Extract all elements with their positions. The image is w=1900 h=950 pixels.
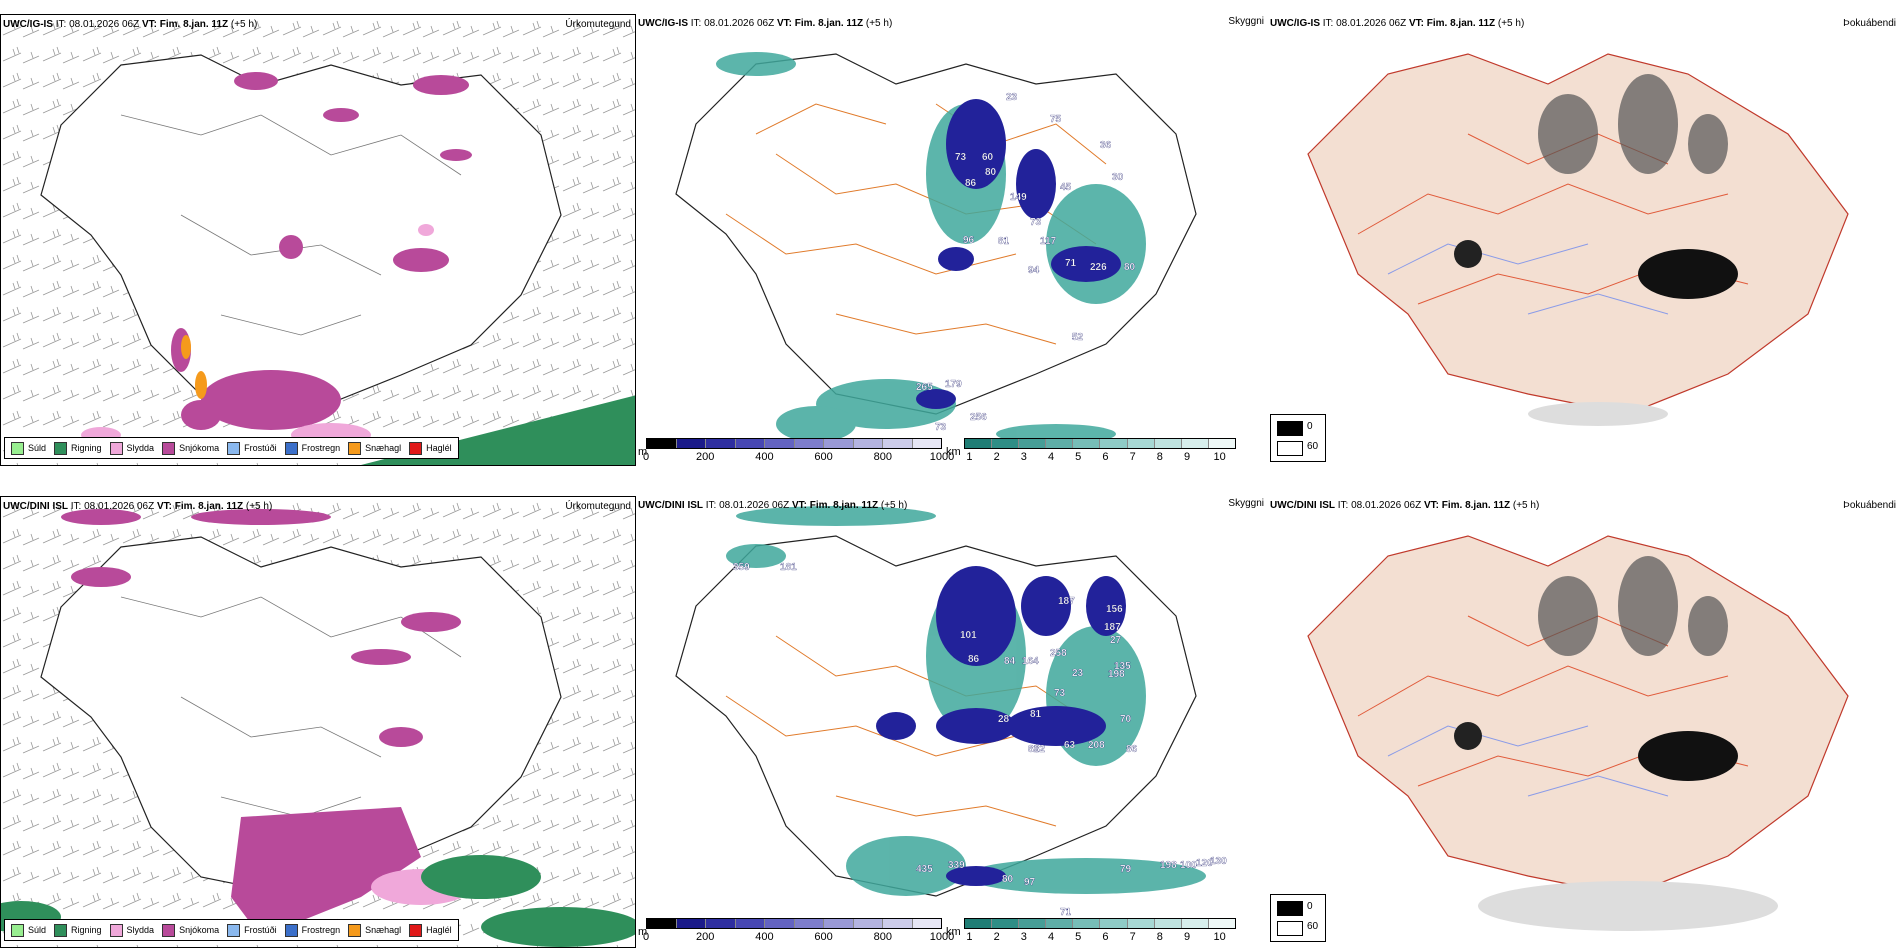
legend-item: Frostregn [284, 441, 340, 455]
legend-swatch [227, 923, 241, 937]
run-header: UWC/IG-IS IT: 08.01.2026 06Z VT: Fim. 8.… [1270, 18, 1525, 29]
visibility-map [675, 506, 1206, 897]
panel-title: Þokuábendi [1843, 500, 1896, 511]
panel-title: Úrkomutegund [565, 501, 631, 512]
legend-item: Slydda [109, 441, 154, 455]
legend-swatch [284, 923, 298, 937]
legend-swatch [11, 441, 24, 455]
visibility-m-colorbar: 0 200 400 600 800 1000 [643, 438, 954, 470]
legend-swatch [162, 923, 176, 937]
run-header: UWC/DINI ISL IT: 08.01.2026 06Z VT: Fim.… [3, 501, 273, 512]
legend-item: Frostregn [284, 923, 340, 937]
km-unit-label: km [946, 926, 961, 938]
fog-legend-swatch [1277, 441, 1303, 456]
visibility-panel: UWC/IG-IS IT: 08.01.2026 06Z VT: Fim. 8.… [636, 14, 1268, 466]
visibility-km-colorbar: 1 2 3 4 5 6 7 8 9 10 [964, 918, 1236, 950]
precip-map [1, 497, 635, 947]
run-header: UWC/DINI ISL IT: 08.01.2026 06Z VT: Fim.… [1270, 500, 1540, 511]
run-header: UWC/IG-IS IT: 08.01.2026 06Z VT: Fim. 8.… [638, 18, 893, 29]
legend-item: Frostúði [227, 923, 277, 937]
legend-swatch [54, 441, 68, 455]
fog-legend-swatch [1277, 421, 1303, 436]
precip-type-panel: UWC/DINI ISL IT: 08.01.2026 06Z VT: Fim.… [0, 496, 636, 948]
panel-title: Skyggni [1228, 16, 1264, 27]
legend-swatch [348, 441, 362, 455]
legend-swatch [54, 923, 68, 937]
fog-map [1307, 53, 1849, 426]
run-header: UWC/DINI ISL IT: 08.01.2026 06Z VT: Fim.… [638, 500, 908, 511]
run-header: UWC/IG-IS IT: 08.01.2026 06Z VT: Fim. 8.… [3, 19, 258, 30]
visibility-m-colorbar: 0 200 400 600 800 1000 [643, 918, 954, 950]
fog-legend-swatch [1277, 901, 1303, 916]
legend-item: Snæhagl [348, 441, 401, 455]
fog-legend: 0 60 [1270, 414, 1326, 462]
m-unit-label: m [638, 926, 648, 938]
legend-item: Snjókoma [162, 441, 219, 455]
visibility-km-colorbar: 1 2 3 4 5 6 7 8 9 10 [964, 438, 1236, 470]
legend-item: Haglél [409, 923, 452, 937]
visibility-panel: UWC/DINI ISL IT: 08.01.2026 06Z VT: Fim.… [636, 496, 1268, 948]
fog-legend: 0 60 [1270, 894, 1326, 942]
legend-item: Haglél [409, 441, 452, 455]
legend-swatch [409, 923, 423, 937]
legend-item: Rigning [54, 923, 102, 937]
km-unit-label: km [946, 446, 961, 458]
precip-legend: Súld Rigning Slydda Snjókoma Frostúði Fr… [4, 919, 459, 941]
legend-item: Súld [11, 923, 46, 937]
precip-map [1, 15, 635, 465]
legend-item: Snjókoma [162, 923, 219, 937]
legend-swatch [227, 441, 241, 455]
legend-item: Rigning [54, 441, 102, 455]
legend-swatch [284, 441, 298, 455]
legend-item: Slydda [109, 923, 154, 937]
panel-title: Úrkomutegund [565, 19, 631, 30]
legend-item: Snæhagl [348, 923, 401, 937]
fog-legend-swatch [1277, 921, 1303, 936]
fog-panel: UWC/IG-IS IT: 08.01.2026 06Z VT: Fim. 8.… [1268, 14, 1900, 466]
legend-item: Súld [11, 441, 46, 455]
fog-panel: UWC/DINI ISL IT: 08.01.2026 06Z VT: Fim.… [1268, 496, 1900, 948]
panel-title: Skyggni [1228, 498, 1264, 509]
precip-type-panel: UWC/IG-IS IT: 08.01.2026 06Z VT: Fim. 8.… [0, 14, 636, 466]
panel-title: Þokuábendi [1843, 18, 1896, 29]
precip-legend: Súld Rigning Slydda Snjókoma Frostúði Fr… [4, 437, 459, 459]
legend-swatch [11, 923, 24, 937]
legend-swatch [162, 441, 176, 455]
legend-swatch [109, 441, 123, 455]
legend-swatch [409, 441, 423, 455]
legend-item: Frostúði [227, 441, 277, 455]
legend-swatch [109, 923, 123, 937]
fog-map [1307, 535, 1849, 931]
legend-swatch [348, 923, 362, 937]
m-unit-label: m [638, 446, 648, 458]
visibility-map [675, 52, 1197, 444]
